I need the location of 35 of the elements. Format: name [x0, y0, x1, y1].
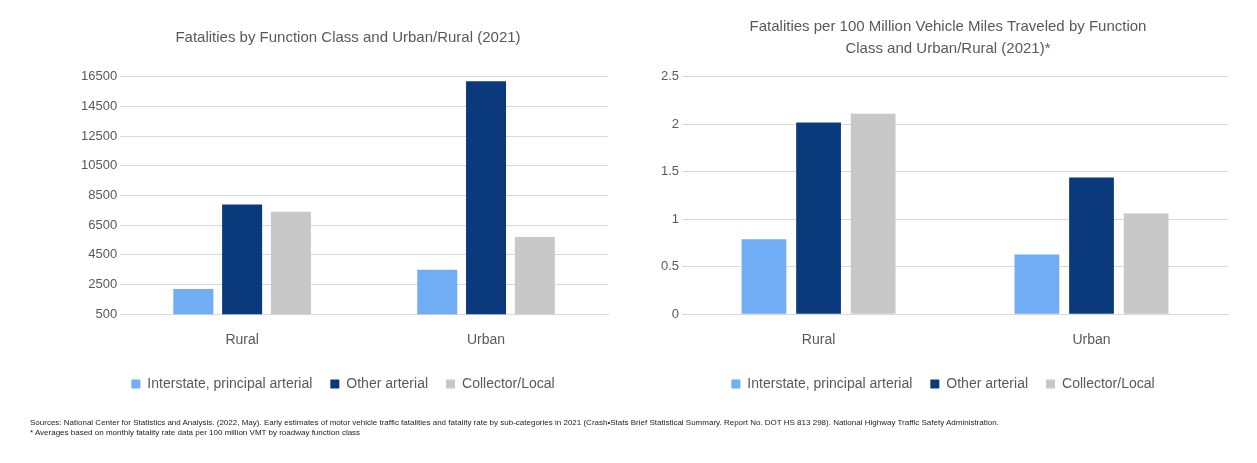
chart-title: Fatalities per 100 Million Vehicle Miles Traveled by Function Class and Urban/Rural (2021)*	[748, 16, 1148, 58]
chart-title: Fatalities by Function Class and Urban/Rural (2021)	[174, 27, 522, 47]
y-tick-label: 16500	[80, 68, 118, 84]
legend-label: Interstate, principal arterial	[747, 374, 913, 391]
legend-label: Collector/Local	[1062, 374, 1155, 391]
legend-label: Collector/Local	[462, 374, 555, 391]
x-tick-label: Urban	[466, 331, 506, 348]
x-tick-label: Urban	[1072, 331, 1111, 348]
text: * Averages based on monthly fatality rate data per 100 million VMT by roadway function class	[30, 428, 362, 438]
y-tick-label: 2500	[88, 276, 118, 292]
y-tick-label: 1	[671, 210, 680, 226]
y-tick-label: 1.5	[660, 163, 680, 179]
y-tick-label: 12500	[80, 127, 118, 143]
y-tick-label: 500	[95, 305, 118, 321]
y-tick-label: 2.5	[660, 68, 680, 84]
x-tick-label: Rural	[225, 331, 259, 348]
bar	[1123, 213, 1169, 314]
y-tick-label: 14500	[80, 98, 118, 114]
legend-label: Other arterial	[346, 374, 429, 391]
y-tick-label: 6500	[88, 216, 118, 232]
legend-label: Other arterial	[946, 374, 1029, 391]
source-note: Sources: National Center for Statistics and Analysis. (2022, May). Early estimates of motor vehicle traffic fatalities and fatality rate by sub-categories in 2021 (Crash•Stats Brief Statistical Summary. Report No. DOT HS 813 298). National Highway Traffic Safety Administration.	[30, 418, 1000, 428]
y-tick-label: 8500	[88, 187, 118, 203]
bar	[850, 113, 896, 314]
x-tick-label: Rural	[801, 331, 836, 348]
y-tick-label: 0.5	[660, 258, 680, 274]
y-tick-label: 10500	[80, 157, 118, 173]
y-tick-label: 2	[671, 115, 680, 131]
y-tick-label: 0	[671, 305, 680, 321]
legend-label: Interstate, principal arterial	[147, 374, 313, 391]
y-tick-label: 4500	[88, 246, 118, 262]
bar	[796, 122, 841, 314]
bar	[1014, 254, 1060, 314]
bar	[1069, 177, 1114, 314]
bar	[741, 239, 787, 314]
